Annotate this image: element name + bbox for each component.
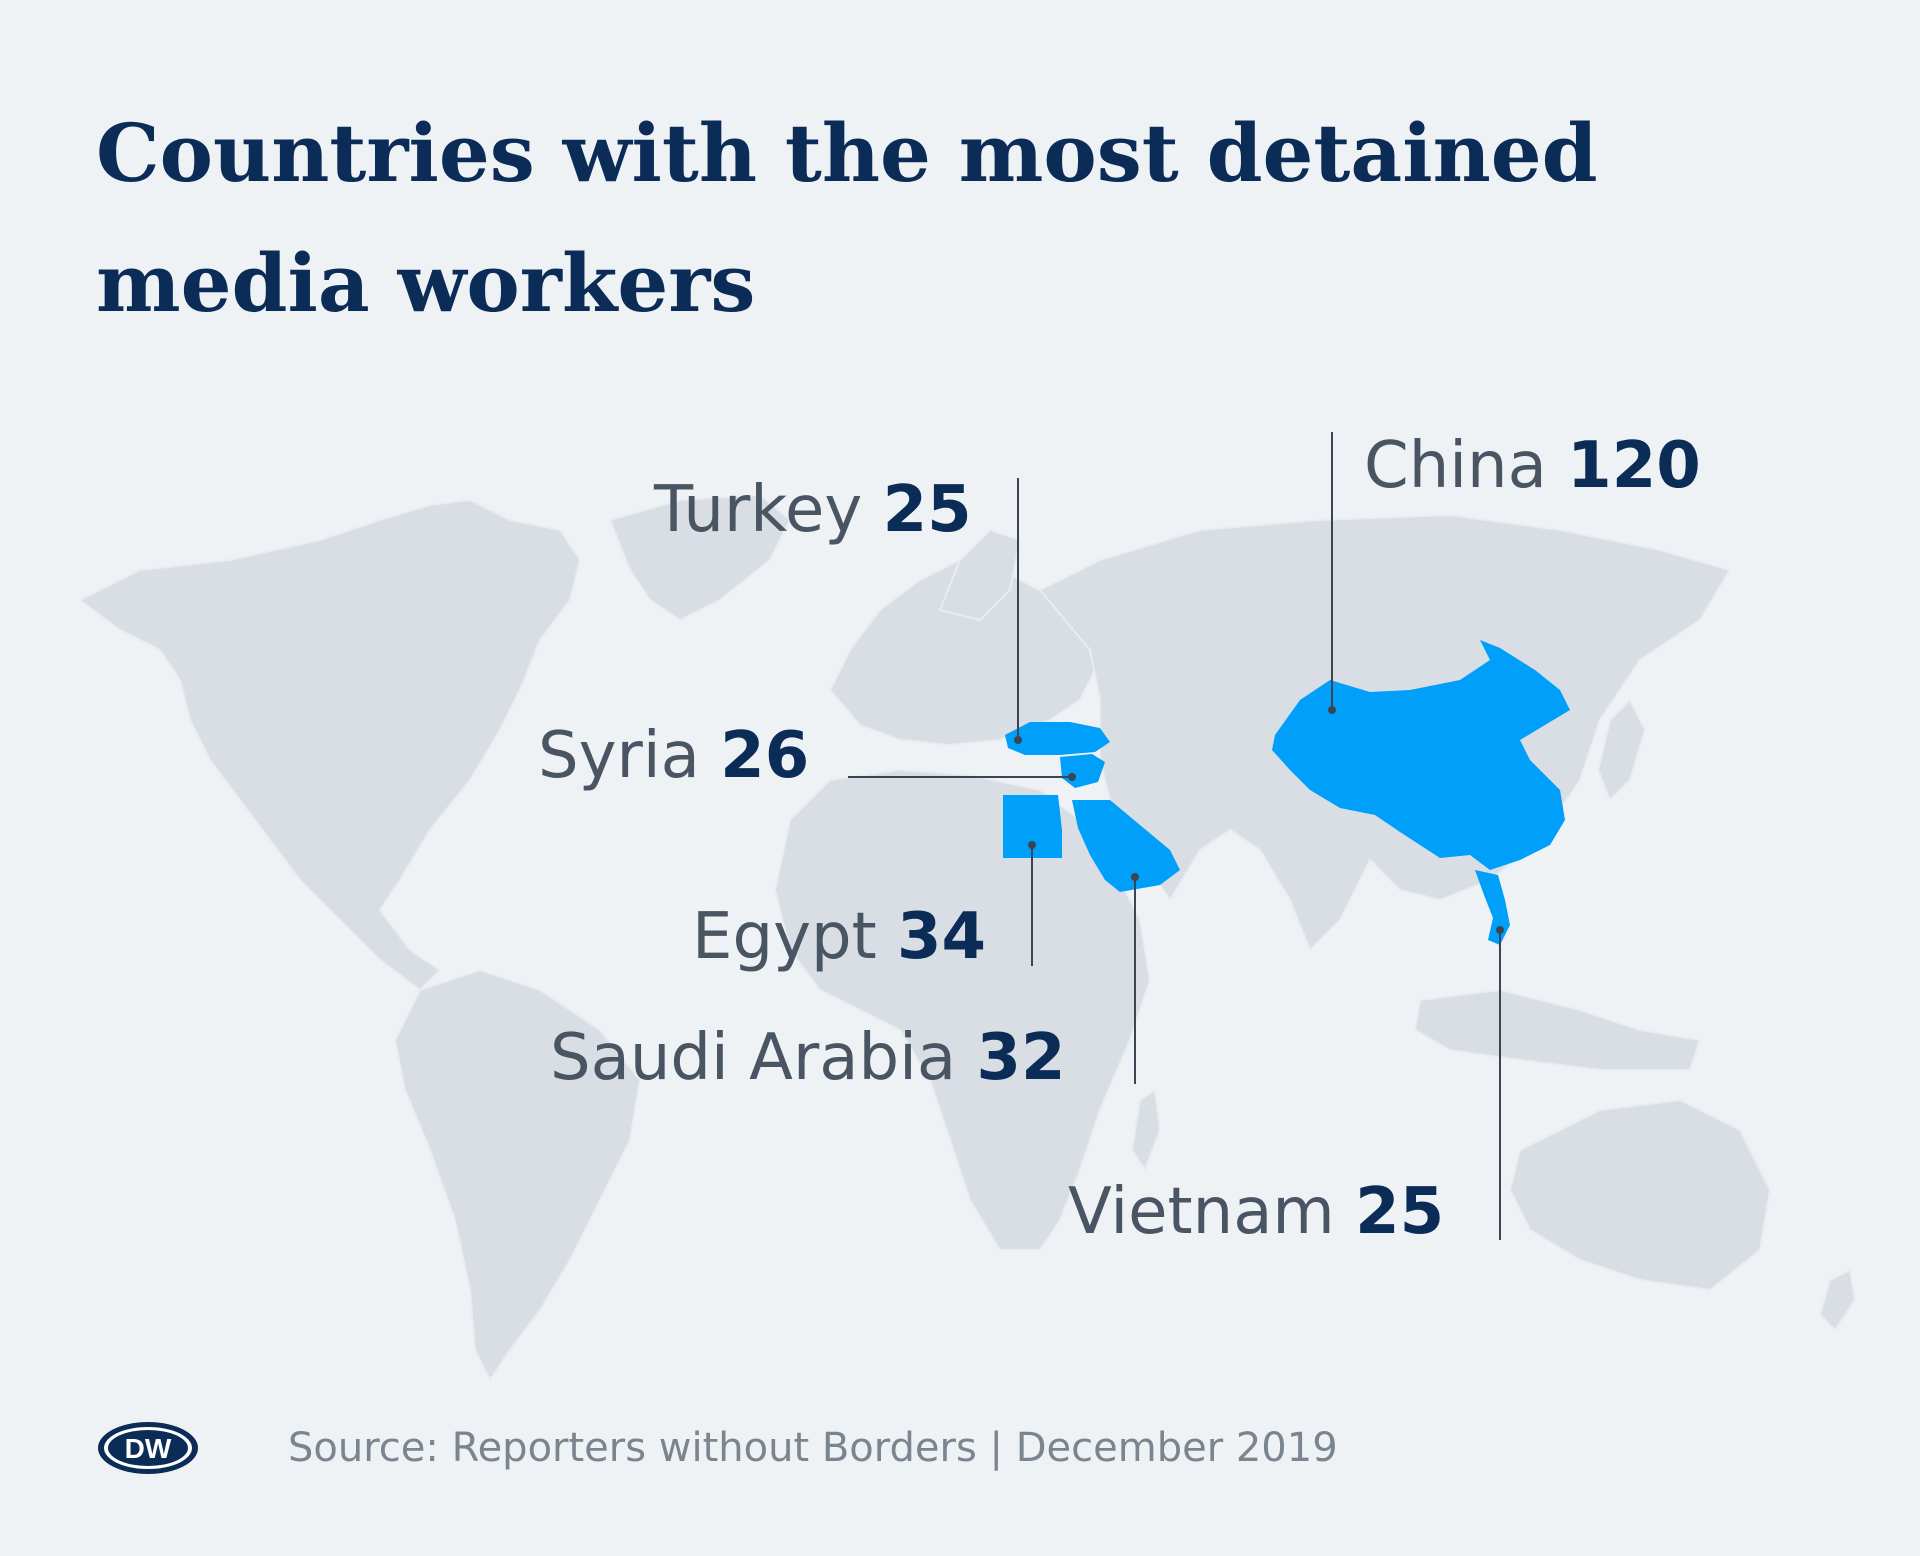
land-masses: [78, 493, 1857, 1382]
leader-lines: [848, 432, 1504, 1240]
highlight-egypt: [1003, 795, 1062, 858]
label-vietnam-name: Vietnam: [1068, 1175, 1335, 1249]
leader-dot-turkey: [1014, 736, 1022, 744]
land-new-zealand: [1818, 1268, 1857, 1332]
highlighted-countries: [1003, 640, 1570, 945]
highlight-china: [1272, 640, 1570, 870]
dw-logo: DW: [98, 1422, 198, 1474]
dw-logo-text: DW: [125, 1433, 172, 1464]
land-japan: [1596, 698, 1647, 802]
label-saudi-arabia-name: Saudi Arabia: [550, 1021, 957, 1095]
label-china-name: China: [1364, 429, 1547, 503]
label-saudi-arabia-value: 32: [976, 1021, 1066, 1095]
highlight-turkey: [1005, 722, 1110, 755]
label-turkey-name: Turkey: [654, 473, 863, 547]
label-turkey: Turkey 25: [654, 472, 972, 548]
leader-dot-china: [1328, 706, 1336, 714]
label-vietnam-value: 25: [1355, 1175, 1445, 1249]
label-egypt: Egypt 34: [692, 899, 986, 975]
leader-dot-syria: [1068, 773, 1076, 781]
land-scandinavia: [938, 528, 1022, 622]
label-china-value: 120: [1567, 429, 1701, 503]
page-title: Countries with the most detained media w…: [96, 106, 1598, 330]
label-china: China 120: [1364, 428, 1701, 504]
label-egypt-name: Egypt: [692, 900, 877, 974]
highlight-saudi-arabia: [1072, 800, 1180, 892]
label-turkey-value: 25: [882, 473, 972, 547]
label-syria: Syria 26: [538, 718, 809, 794]
land-greenland: [608, 493, 792, 622]
leader-dot-vietnam: [1496, 926, 1504, 934]
leader-dot-egypt: [1028, 841, 1036, 849]
land-africa: [773, 768, 1152, 1251]
highlight-syria: [1060, 754, 1105, 788]
land-north-america: [78, 498, 582, 992]
label-saudi-arabia: Saudi Arabia 32: [550, 1020, 1066, 1096]
label-syria-value: 26: [720, 719, 810, 793]
label-syria-name: Syria: [538, 719, 700, 793]
source-text: Source: Reporters without Borders | Dece…: [288, 1425, 1338, 1471]
land-australia: [1508, 1098, 1772, 1292]
label-egypt-value: 34: [897, 900, 987, 974]
leader-dot-saudi-arabia: [1131, 873, 1139, 881]
land-madagascar: [1130, 1088, 1162, 1173]
highlight-vietnam: [1475, 870, 1510, 945]
label-vietnam: Vietnam 25: [1068, 1174, 1444, 1250]
land-south-america: [393, 968, 642, 1382]
land-indonesia: [1413, 988, 1702, 1071]
